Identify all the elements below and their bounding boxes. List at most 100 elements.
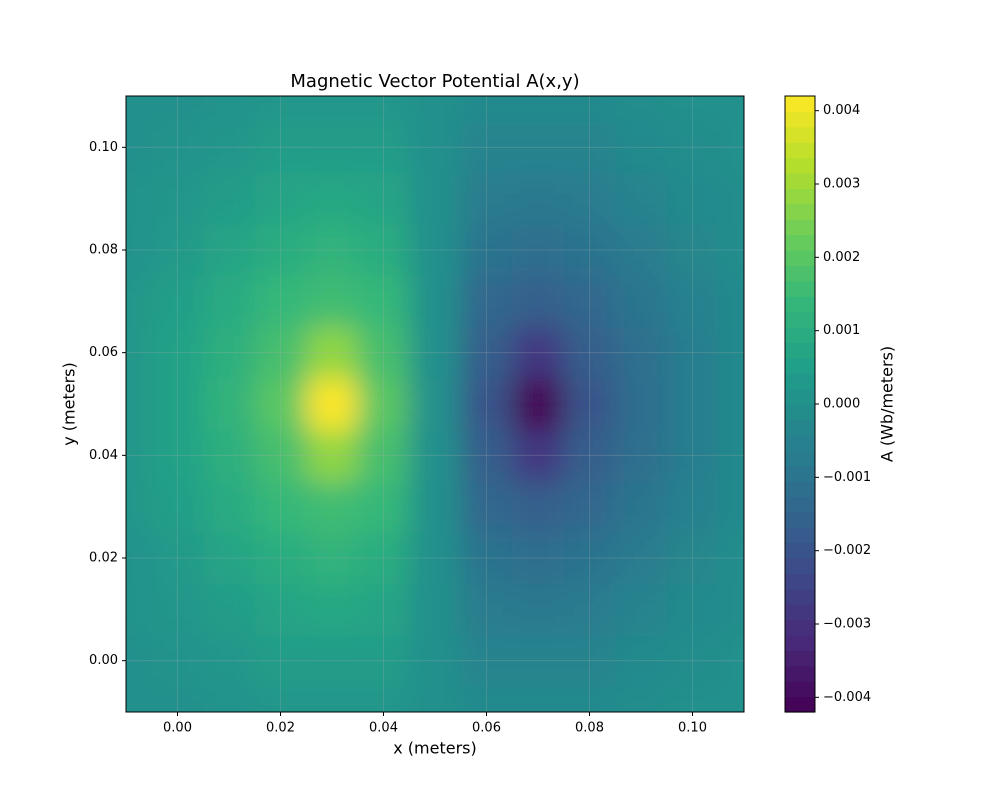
contour-cell <box>203 173 256 225</box>
x-tick-label: 0.04 <box>369 721 398 736</box>
contour-cell <box>357 532 410 585</box>
contour-cell <box>203 327 256 379</box>
y-tick-label: 0.00 <box>89 653 118 668</box>
contour-cell <box>615 481 668 533</box>
contour-field <box>126 96 744 712</box>
y-tick-label: 0.04 <box>89 448 118 463</box>
contour-cell <box>563 173 616 225</box>
colorbar-band <box>785 573 815 590</box>
contour-cell <box>512 96 565 123</box>
contour-cell <box>563 532 616 585</box>
colorbar-band <box>785 142 815 159</box>
colorbar-label: A (Wb/meters) <box>878 346 897 462</box>
colorbar-band <box>785 558 815 574</box>
contour-cell <box>409 635 462 687</box>
contour-cell <box>409 686 462 712</box>
contour-cell <box>512 686 565 712</box>
contour-cell <box>126 121 153 174</box>
contour-cell <box>718 224 744 277</box>
contour-cell <box>563 275 616 328</box>
contour-cell <box>563 686 616 712</box>
colorbar-band <box>785 311 815 328</box>
contour-cell <box>512 121 565 174</box>
contour-cell <box>151 686 204 712</box>
contour-cell <box>151 96 204 123</box>
contour-cell <box>357 583 410 636</box>
contour-cell <box>563 583 616 636</box>
contour-cell <box>126 532 153 585</box>
colorbar-band <box>785 496 815 513</box>
colorbar-band <box>785 157 815 174</box>
contour-cell <box>126 327 153 379</box>
contour-cell <box>306 327 359 379</box>
contour-cell <box>306 378 359 431</box>
contour-cell <box>615 275 668 328</box>
x-tick-label: 0.08 <box>575 721 604 736</box>
contour-cell <box>718 327 744 379</box>
colorbar-band <box>785 357 815 374</box>
contour-cell <box>203 583 256 636</box>
colorbar-tick-label: 0.004 <box>823 103 860 118</box>
contour-cell <box>460 686 513 712</box>
contour-cell <box>563 429 616 482</box>
contour-cell <box>126 686 153 712</box>
contour-cell <box>357 429 410 482</box>
contour-cell <box>357 327 410 379</box>
contour-cell <box>615 583 668 636</box>
contour-cell <box>409 96 462 123</box>
contour-cell <box>151 429 204 482</box>
contour-cell <box>203 532 256 585</box>
contour-cell <box>615 429 668 482</box>
contour-cell <box>512 275 565 328</box>
contour-cell <box>357 635 410 687</box>
colorbar-band <box>785 419 815 436</box>
contour-cell <box>409 481 462 533</box>
y-tick-label: 0.06 <box>89 345 118 360</box>
contour-cell <box>151 224 204 277</box>
contour-cell <box>203 378 256 431</box>
contour-cell <box>512 532 565 585</box>
colorbar-band <box>785 203 815 220</box>
plot-frame <box>125 95 745 713</box>
colorbar-band <box>785 250 815 266</box>
contour-cell <box>563 481 616 533</box>
contour-cell <box>563 224 616 277</box>
contour-cell <box>460 635 513 687</box>
contour-cell <box>718 378 744 431</box>
colorbar-tick-label: −0.002 <box>823 543 871 558</box>
colorbar-band <box>785 96 815 112</box>
contour-cell <box>254 635 307 687</box>
contour-cell <box>460 583 513 636</box>
contour-cell <box>203 686 256 712</box>
contour-cell <box>666 173 719 225</box>
contour-cell <box>563 327 616 379</box>
contour-cell <box>666 532 719 585</box>
contour-cell <box>460 429 513 482</box>
contour-cell <box>718 583 744 636</box>
contour-cell <box>254 481 307 533</box>
colorbar-band <box>785 126 815 143</box>
contour-cell <box>151 378 204 431</box>
contour-cell <box>512 429 565 482</box>
colorbar-band <box>785 296 815 313</box>
colorbar-band <box>785 450 815 467</box>
contour-cell <box>512 173 565 225</box>
contour-cell <box>203 121 256 174</box>
contour-cell <box>460 121 513 174</box>
colorbar-tick-label: 0.003 <box>823 177 860 192</box>
contour-cell <box>151 327 204 379</box>
contour-cell <box>563 635 616 687</box>
colorbar-band <box>785 173 815 189</box>
y-axis-label: y (meters) <box>60 362 79 446</box>
contour-cell <box>151 481 204 533</box>
contour-cell <box>203 429 256 482</box>
colorbar-tick-label: −0.004 <box>823 690 871 705</box>
contour-cell <box>126 275 153 328</box>
colorbar-band <box>785 373 815 390</box>
x-axis-label: x (meters) <box>393 739 477 758</box>
contour-cells <box>126 96 744 712</box>
contour-cell <box>409 327 462 379</box>
contour-cell <box>254 429 307 482</box>
contour-cell <box>126 173 153 225</box>
contour-cell <box>666 429 719 482</box>
